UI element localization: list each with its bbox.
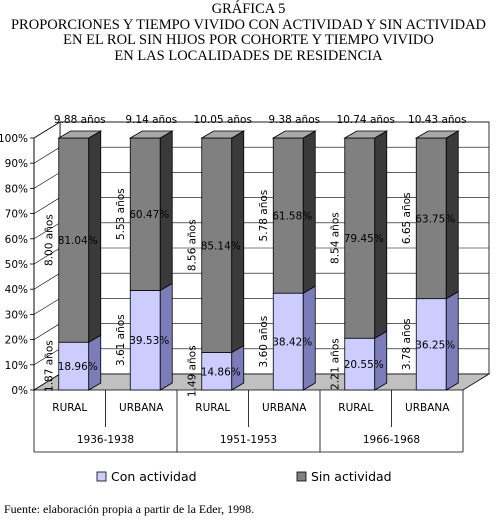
chart-title: GRÁFICA 5 PROPORCIONES Y TIEMPO VIVIDO C… — [0, 1, 497, 64]
bar-con-actividad — [272, 292, 304, 391]
x-category-label: RURAL — [52, 402, 87, 414]
x-category-label: URBANA — [405, 402, 450, 414]
bar-top — [57, 130, 103, 139]
bar-sin-actividad — [201, 137, 233, 353]
data-label-percent: 18.96% — [58, 361, 98, 373]
data-label-years: 3.60 años — [258, 316, 270, 368]
total-label: 10.05 años — [194, 114, 252, 126]
source-note: Fuente: elaboración propia a partir de l… — [4, 502, 255, 516]
x-category-label: RURAL — [195, 402, 230, 414]
bar-con-actividad — [344, 337, 376, 391]
title-line-4: EN LAS LOCALIDADES DE RESIDENCIA — [114, 47, 383, 64]
data-label-percent: 79.45% — [344, 233, 384, 245]
data-label-years: 5.78 años — [258, 190, 270, 242]
data-label-years: 3.61 años — [115, 314, 127, 366]
bar-sin-actividad — [344, 137, 376, 339]
data-label-percent: 38.42% — [272, 337, 312, 349]
x-group-label: 1966-1968 — [363, 434, 420, 446]
bar-top — [128, 130, 174, 139]
y-tick-label: 10% — [5, 360, 28, 372]
bar-con-actividad — [58, 341, 90, 391]
x-group-label: 1951-1953 — [220, 434, 277, 446]
y-tick-label: 60% — [5, 234, 28, 246]
bar-top — [343, 130, 389, 139]
bar-con-actividad — [201, 352, 233, 391]
total-label: 9.38 años — [268, 114, 320, 126]
total-label: 9.14 años — [125, 114, 177, 126]
x-category-label: RURAL — [338, 402, 373, 414]
bar-con-actividad — [129, 289, 161, 391]
bar-top — [200, 130, 246, 139]
title-line-1: GRÁFICA 5 — [211, 1, 286, 17]
data-label-percent: 14.86% — [201, 366, 241, 378]
data-label-percent: 39.53% — [129, 335, 169, 347]
data-label-years: 6.65 años — [401, 192, 413, 244]
bar-top — [271, 130, 317, 139]
data-label-percent: 61.58% — [272, 211, 312, 223]
y-tick-label: 100% — [0, 133, 28, 145]
y-tick-label: 30% — [5, 309, 28, 321]
data-label-percent: 81.04% — [58, 235, 98, 247]
data-label-percent: 63.75% — [415, 213, 455, 225]
data-label-percent: 85.14% — [201, 240, 241, 252]
data-label-years: 2.21 años — [330, 338, 342, 390]
y-tick-label: 90% — [5, 158, 28, 170]
y-tick-label: 40% — [5, 284, 28, 296]
y-tick-label: 20% — [5, 335, 28, 347]
bar-sin-actividad — [58, 137, 90, 343]
bar-sin-actividad — [272, 137, 304, 294]
legend-sin-actividad-swatch — [296, 471, 307, 482]
y-tick-label: 80% — [5, 183, 28, 195]
total-label: 10.43 años — [408, 114, 466, 126]
x-category-label: URBANA — [119, 402, 164, 414]
data-label-percent: 60.47% — [129, 209, 169, 221]
x-category-label: URBANA — [262, 402, 307, 414]
total-label: 10.74 años — [337, 114, 395, 126]
legend-con-actividad-swatch — [96, 471, 107, 482]
data-label-years: 8.00 años — [44, 214, 56, 266]
data-label-years: 1.49 años — [187, 345, 199, 397]
legend-con-actividad-label: Con actividad — [111, 469, 197, 484]
y-tick-label: 0% — [11, 385, 28, 397]
data-label-percent: 36.25% — [415, 339, 455, 351]
total-label: 9.88 años — [54, 114, 106, 126]
bar-sin-actividad — [415, 137, 447, 300]
gridline — [33, 121, 489, 139]
title-line-3: EN EL ROL SIN HIJOS POR COHORTE Y TIEMPO… — [63, 32, 434, 48]
legend-sin-actividad-label: Sin actividad — [311, 469, 392, 484]
data-label-years: 8.56 años — [187, 219, 199, 271]
data-label-years: 8.54 años — [330, 212, 342, 264]
data-label-years: 5.53 años — [115, 188, 127, 240]
data-label-years: 3.78 años — [401, 318, 413, 370]
bar-top — [414, 130, 460, 139]
y-tick-label: 70% — [5, 209, 28, 221]
data-label-percent: 20.55% — [344, 359, 384, 371]
y-tick-label: 50% — [5, 259, 28, 271]
title-line-2: PROPORCIONES Y TIEMPO VIVIDO CON ACTIVID… — [10, 16, 487, 33]
x-group-label: 1936-1938 — [77, 434, 134, 446]
data-label-years: 1.87 años — [44, 340, 56, 392]
